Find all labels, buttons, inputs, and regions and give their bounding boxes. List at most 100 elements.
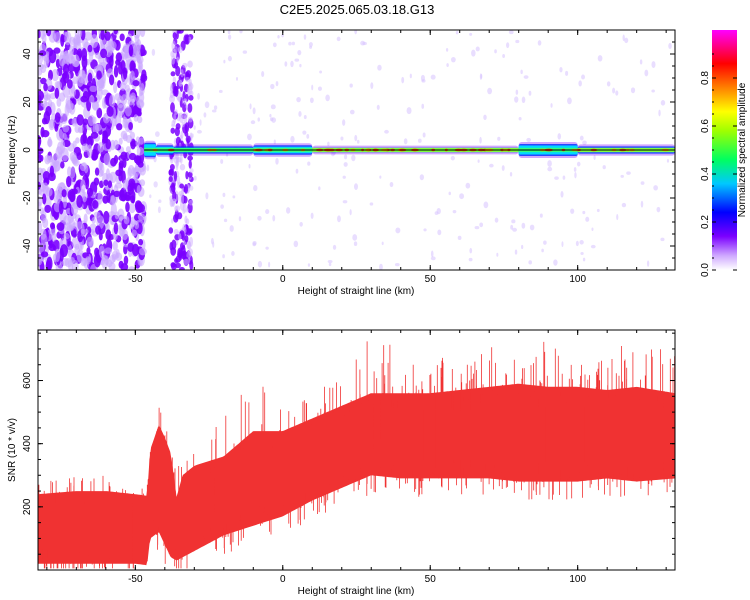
noise-speckle [169, 227, 174, 233]
x-tick-label: 50 [425, 574, 437, 585]
noise-speckle [135, 34, 140, 43]
noise-speckle [612, 88, 615, 94]
noise-speckle [170, 247, 176, 256]
noise-speckle [268, 262, 270, 268]
noise-speckle [453, 210, 457, 213]
noise-speckle [446, 48, 448, 52]
noise-speckle [124, 256, 129, 265]
noise-speckle [357, 140, 360, 144]
noise-speckle [576, 241, 579, 246]
noise-speckle [169, 169, 175, 177]
noise-speckle [382, 242, 384, 245]
noise-speckle [189, 260, 193, 270]
noise-speckle [95, 225, 101, 234]
noise-speckle [395, 263, 400, 266]
noise-speckle [582, 141, 587, 145]
noise-speckle [344, 154, 347, 159]
noise-speckle [92, 200, 98, 209]
noise-speckle [70, 257, 75, 263]
noise-speckle [616, 214, 618, 220]
noise-speckle [70, 191, 76, 202]
noise-speckle [123, 133, 128, 141]
noise-speckle [86, 237, 93, 247]
noise-speckle [185, 77, 190, 82]
noise-speckle [478, 159, 480, 163]
noise-speckle [418, 139, 422, 143]
noise-speckle [257, 117, 260, 121]
noise-speckle [239, 216, 241, 221]
noise-speckle [172, 198, 176, 203]
noise-speckle [113, 82, 117, 94]
noise-speckle [128, 178, 135, 188]
noise-speckle [41, 251, 48, 257]
noise-speckle [247, 134, 252, 141]
noise-speckle [100, 29, 104, 40]
noise-speckle [476, 46, 480, 51]
noise-speckle [183, 259, 189, 265]
noise-speckle [220, 204, 224, 209]
noise-speckle [55, 81, 60, 89]
noise-speckle [302, 131, 306, 135]
noise-speckle [350, 84, 353, 88]
noise-speckle [140, 26, 145, 37]
noise-speckle [271, 117, 276, 123]
noise-speckle [296, 97, 301, 102]
noise-speckle [147, 165, 150, 172]
noise-speckle [471, 50, 475, 57]
noise-speckle [88, 73, 93, 84]
noise-speckle [123, 180, 128, 190]
x-tick-label: 100 [569, 274, 586, 285]
noise-speckle [41, 234, 48, 246]
noise-speckle [89, 86, 97, 92]
noise-speckle [178, 28, 184, 34]
noise-speckle [557, 133, 561, 139]
noise-speckle [174, 109, 177, 115]
noise-speckle [420, 174, 424, 180]
noise-speckle [139, 248, 147, 256]
noise-speckle [170, 128, 175, 134]
y-tick-label: 600 [22, 372, 33, 389]
noise-speckle [522, 96, 526, 103]
noise-speckle [377, 105, 380, 110]
noise-speckle [117, 104, 125, 116]
noise-speckle [177, 56, 180, 63]
noise-speckle [191, 133, 194, 137]
noise-speckle [81, 224, 85, 237]
noise-speckle [173, 49, 177, 59]
noise-speckle [541, 249, 544, 253]
noise-speckle [651, 90, 655, 93]
noise-speckle [65, 103, 70, 116]
noise-speckle [84, 213, 88, 223]
noise-speckle [431, 251, 434, 258]
noise-speckle [647, 260, 649, 266]
noise-speckle [479, 137, 481, 144]
noise-speckle [362, 42, 366, 45]
noise-speckle [250, 103, 252, 109]
noise-speckle [327, 142, 329, 147]
noise-speckle [469, 33, 472, 36]
noise-speckle [530, 225, 535, 231]
noise-speckle [421, 75, 425, 82]
noise-speckle [343, 176, 346, 179]
noise-speckle [122, 229, 129, 240]
noise-speckle [125, 202, 129, 212]
noise-speckle [253, 107, 256, 114]
noise-speckle [179, 113, 184, 119]
noise-speckle [660, 238, 664, 242]
noise-speckle [286, 207, 290, 214]
noise-speckle [653, 185, 658, 190]
noise-speckle [189, 160, 192, 169]
noise-speckle [479, 222, 483, 227]
noise-speckle [342, 119, 345, 126]
colorbar-tick-label: 0.6 [700, 119, 711, 133]
noise-speckle [661, 100, 665, 106]
noise-speckle [579, 240, 583, 245]
noise-speckle [171, 218, 173, 223]
noise-speckle [55, 88, 60, 99]
noise-speckle [265, 247, 268, 250]
noise-speckle [130, 60, 135, 71]
noise-speckle [309, 42, 313, 47]
y-tick-label: 200 [22, 498, 33, 515]
spectrogram-xlabel: Height of straight line (km) [298, 286, 415, 297]
x-tick-label: 0 [280, 274, 286, 285]
